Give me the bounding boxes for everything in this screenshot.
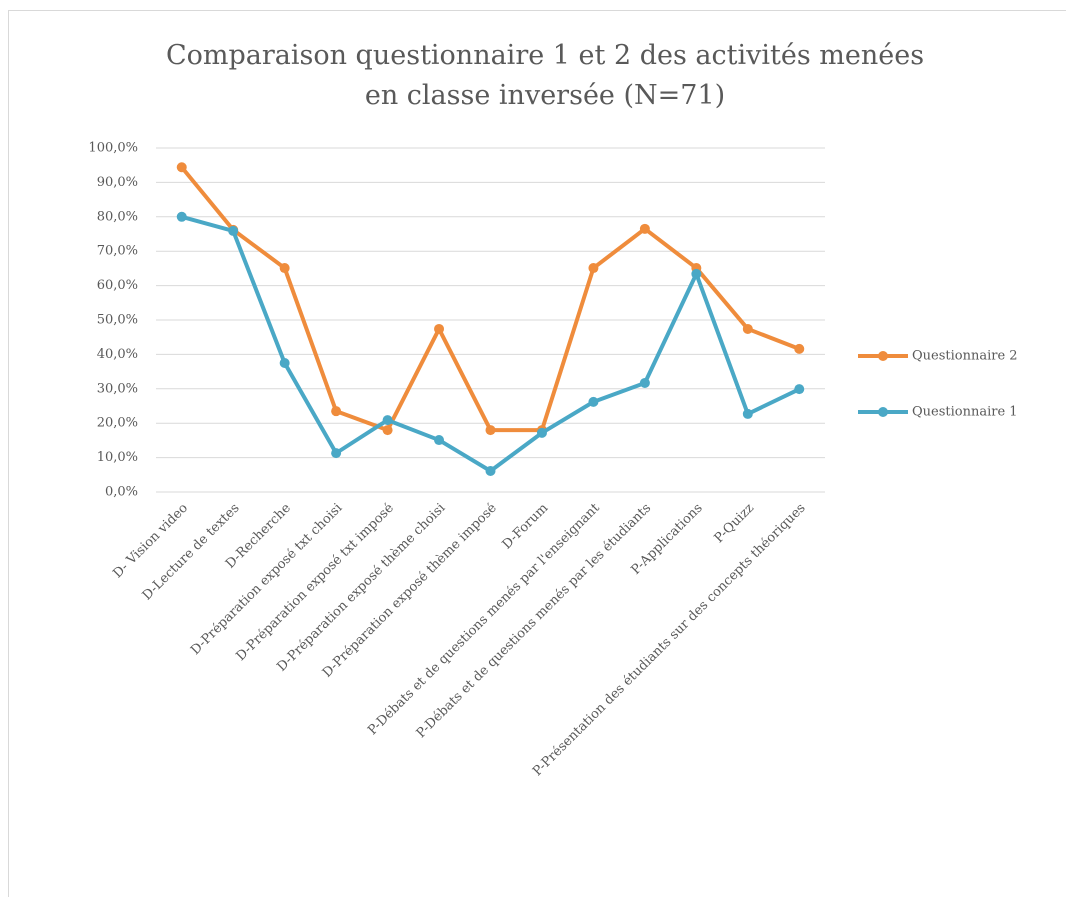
y-tick-label: 0,0%	[105, 485, 138, 500]
y-tick-label: 80,0%	[97, 209, 138, 224]
data-point	[639, 377, 650, 388]
data-point	[639, 223, 650, 234]
x-tick-label: P-Quizz	[712, 501, 758, 547]
data-point	[228, 225, 239, 236]
y-tick-label: 20,0%	[97, 416, 138, 431]
chart-title: Comparaison questionnaire 1 et 2 des act…	[165, 40, 925, 111]
data-point	[434, 323, 445, 334]
y-tick-label: 10,0%	[97, 450, 138, 465]
data-point	[279, 263, 290, 274]
data-point	[485, 425, 496, 436]
data-point	[794, 384, 805, 395]
data-point	[382, 415, 393, 426]
data-point	[434, 435, 445, 446]
data-point	[536, 427, 547, 438]
x-tick-label: D-Forum	[500, 501, 552, 553]
data-point	[794, 343, 805, 354]
y-tick-label: 40,0%	[97, 347, 138, 362]
data-point	[279, 358, 290, 368]
chart-frame	[8, 10, 1066, 897]
data-point	[331, 448, 342, 459]
data-point	[331, 406, 342, 417]
data-point	[588, 263, 599, 274]
data-point	[742, 408, 753, 419]
y-tick-label: 70,0%	[97, 244, 138, 259]
x-tick-label: P-Débats et de questions menés par l'ens…	[365, 500, 603, 738]
y-tick-label: 100,0%	[88, 141, 138, 156]
legend-label: Questionnaire 2	[912, 349, 1018, 364]
legend-marker	[878, 351, 888, 361]
data-point	[742, 323, 753, 334]
data-point	[485, 466, 496, 477]
data-point	[588, 396, 599, 407]
y-tick-label: 50,0%	[97, 313, 138, 328]
legend-marker	[878, 407, 888, 417]
y-tick-label: 90,0%	[97, 175, 138, 190]
legend-label: Questionnaire 1	[912, 405, 1018, 420]
data-point	[176, 211, 187, 222]
x-tick-label: P-Débats et de questions menés par les é…	[414, 501, 654, 741]
data-point	[691, 268, 702, 279]
data-point	[176, 162, 187, 173]
y-tick-label: 60,0%	[97, 278, 138, 293]
x-tick-label: D-Lecture de textes	[140, 501, 243, 604]
y-tick-label: 30,0%	[97, 381, 138, 396]
data-point	[382, 425, 393, 436]
